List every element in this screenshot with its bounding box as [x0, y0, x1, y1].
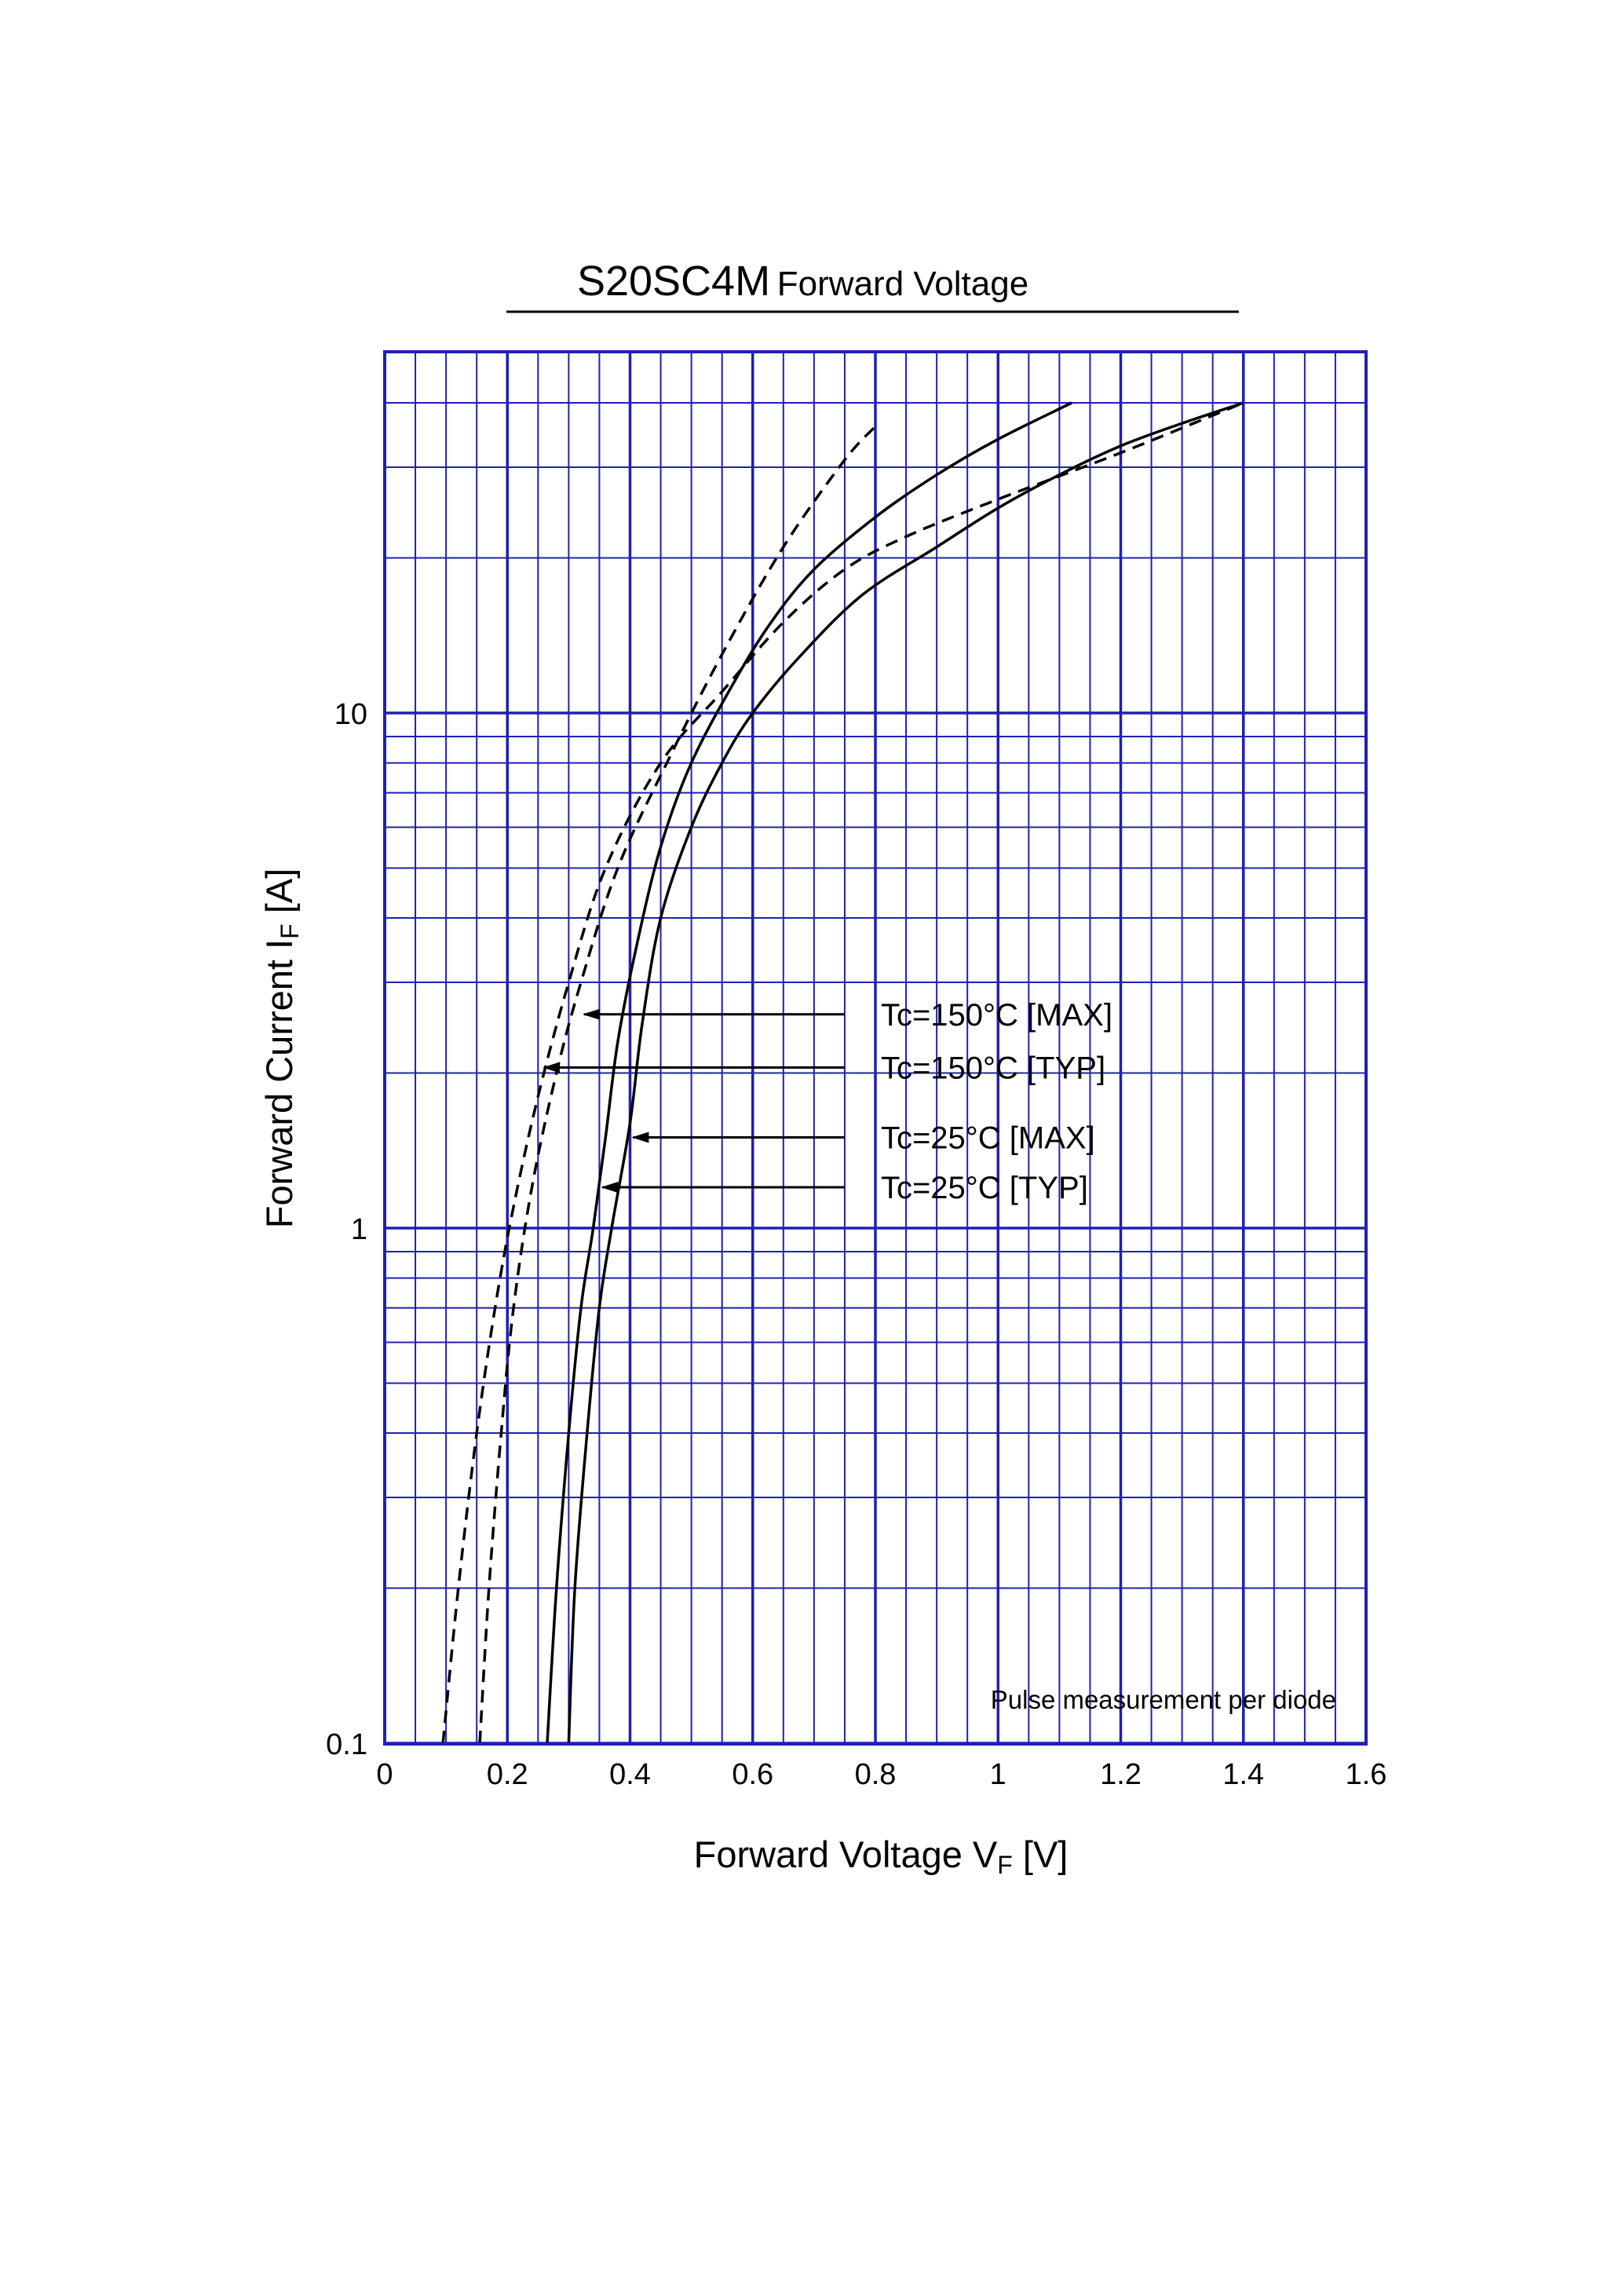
tick-labels: 0 0.2 0.4 0.6 0.8 1 1.2 1.4 1.6 0.1 1 10 [326, 698, 1386, 1791]
grid [383, 352, 1368, 1745]
x-tick-label: 0 [376, 1758, 393, 1791]
series-label-2: Tc=25°C [MAX] [881, 1121, 1095, 1155]
series-line-2 [567, 401, 1244, 1744]
x-tick-label: 0.4 [609, 1758, 651, 1791]
curves [441, 401, 1244, 1744]
annotations: Tc=150°C [MAX] Tc=150°C [TYP] Tc=25°C [MAX… [542, 998, 1112, 1205]
series-label-1: Tc=150°C [TYP] [881, 1051, 1105, 1085]
series-line-0 [478, 425, 877, 1744]
y-tick-label: 1 [351, 1213, 367, 1246]
y-tick-label: 10 [334, 698, 367, 731]
x-tick-label: 1.6 [1346, 1758, 1387, 1791]
chart-title: S20SC4M [577, 258, 770, 305]
series-line-3 [546, 401, 1072, 1744]
x-tick-label: 0.2 [487, 1758, 528, 1791]
series-label-3: Tc=25°C [TYP] [881, 1171, 1088, 1205]
x-tick-label: 1.4 [1222, 1758, 1264, 1791]
x-axis-label: Forward Voltage VF [V] [694, 1834, 1069, 1879]
x-tick-label: 1.2 [1100, 1758, 1142, 1791]
y-tick-label: 0.1 [326, 1728, 367, 1761]
chart-subtitle: Forward Voltage [777, 265, 1028, 303]
series-label-0: Tc=150°C [MAX] [881, 998, 1112, 1033]
x-tick-label: 0.8 [855, 1758, 897, 1791]
measurement-note: Pulse measurement per diode [991, 1685, 1336, 1714]
y-axis-label: Forward Current IF [A] [258, 868, 304, 1228]
x-tick-label: 1 [990, 1758, 1006, 1791]
x-tick-label: 0.6 [732, 1758, 773, 1791]
plot-frame [383, 350, 1368, 1746]
